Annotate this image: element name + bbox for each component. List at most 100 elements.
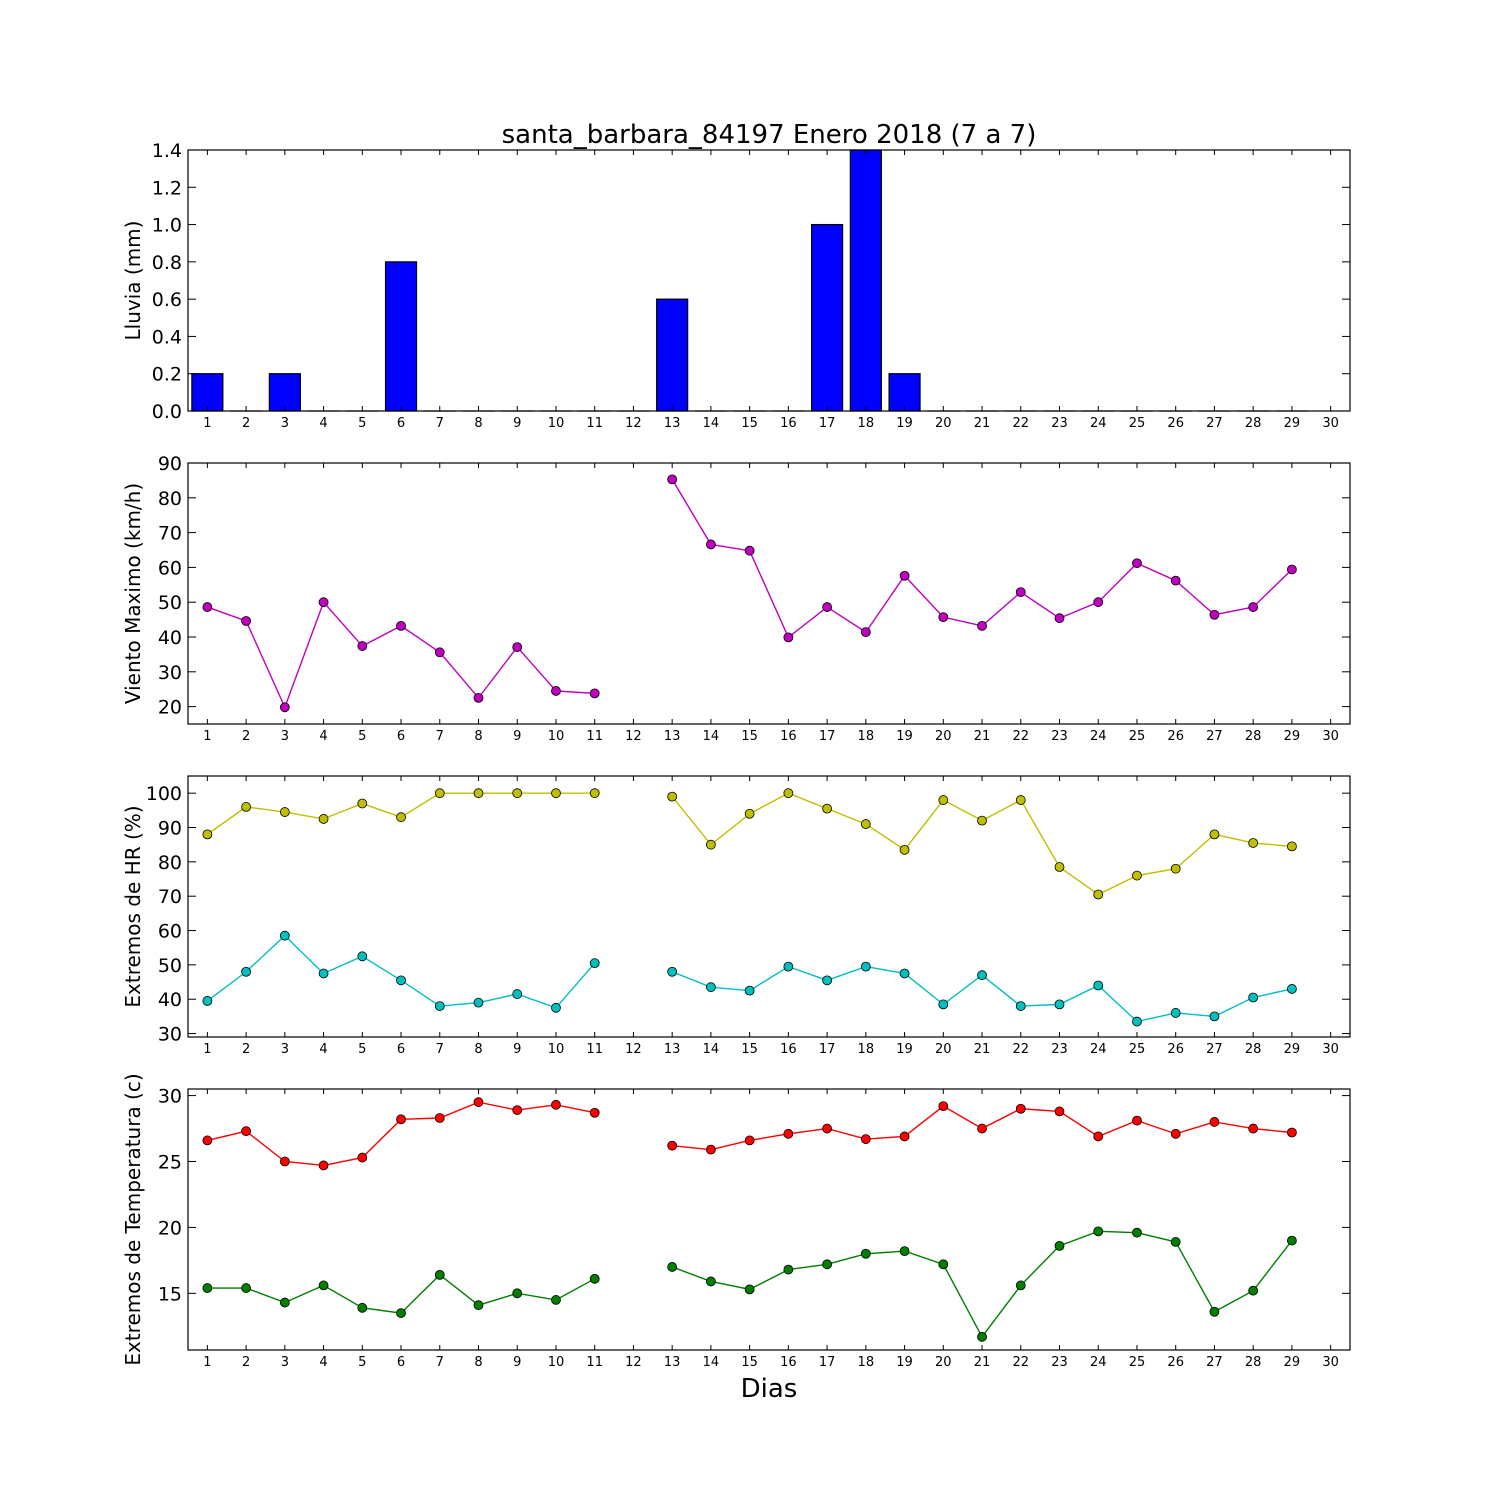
series-viento-1-point-day-11 bbox=[589, 688, 600, 699]
series-temperatura-1-point-day-9 bbox=[512, 1105, 523, 1115]
series-hr-1-point-day-5 bbox=[357, 798, 368, 809]
series-hr-2-point-day-4 bbox=[318, 968, 329, 979]
series-hr-2-point-day-9 bbox=[512, 989, 523, 999]
x-tick-label-hr-8: 8 bbox=[474, 1042, 482, 1057]
series-hr-2-point-day-26 bbox=[1170, 1008, 1181, 1018]
bar-lluvia-day-6 bbox=[384, 261, 418, 412]
series-hr-1-point-day-15 bbox=[744, 808, 755, 819]
x-tick-label-lluvia-28: 28 bbox=[1245, 416, 1262, 431]
y-tick-label-lluvia-0.2: 0.2 bbox=[152, 364, 182, 386]
series-temperatura-1-point-day-11 bbox=[589, 1107, 600, 1118]
series-viento-1-point-day-4 bbox=[318, 597, 329, 608]
series-hr-2-point-day-1 bbox=[202, 996, 213, 1006]
x-tick-label-hr-24: 24 bbox=[1090, 1042, 1107, 1057]
y-tick-label-hr-70: 70 bbox=[158, 886, 182, 908]
series-viento-1-point-day-16 bbox=[783, 632, 794, 643]
x-tick-label-viento-17: 17 bbox=[819, 729, 836, 744]
x-tick-label-lluvia-27: 27 bbox=[1206, 416, 1223, 431]
y-tick-label-temperatura-30: 30 bbox=[158, 1086, 182, 1108]
series-hr-1-point-day-16 bbox=[783, 788, 794, 799]
series-hr-1-point-day-9 bbox=[512, 788, 523, 799]
bar-lluvia-day-19 bbox=[888, 373, 921, 412]
series-temperatura-2-point-day-18 bbox=[860, 1248, 871, 1259]
y-tick-label-viento-50: 50 bbox=[158, 592, 182, 614]
series-temperatura-2-point-day-28 bbox=[1248, 1285, 1259, 1296]
x-tick-label-lluvia-26: 26 bbox=[1167, 416, 1184, 431]
x-tick-label-hr-1: 1 bbox=[203, 1042, 211, 1057]
series-viento-1-point-day-14 bbox=[706, 539, 716, 550]
series-temperatura-1-point-day-21 bbox=[977, 1123, 987, 1134]
x-tick-label-lluvia-14: 14 bbox=[703, 416, 720, 431]
x-tick-label-viento-18: 18 bbox=[858, 729, 875, 744]
x-tick-label-lluvia-17: 17 bbox=[819, 416, 836, 431]
x-tick-label-temperatura-20: 20 bbox=[935, 1355, 952, 1370]
x-tick-label-temperatura-4: 4 bbox=[319, 1355, 327, 1370]
series-hr-2-point-day-28 bbox=[1248, 992, 1259, 1003]
series-viento-1-point-day-25 bbox=[1132, 558, 1142, 569]
x-tick-label-temperatura-21: 21 bbox=[974, 1355, 991, 1370]
series-viento-1-point-day-6 bbox=[396, 620, 406, 631]
series-viento-1-point-day-8 bbox=[473, 693, 484, 703]
series-temperatura-1-point-day-1 bbox=[202, 1135, 213, 1146]
series-temperatura-1-point-day-28 bbox=[1248, 1123, 1259, 1134]
series-temperatura-2-point-day-15 bbox=[744, 1284, 755, 1295]
series-hr-2-point-day-25 bbox=[1132, 1016, 1142, 1027]
x-tick-label-temperatura-19: 19 bbox=[896, 1355, 913, 1370]
series-hr-2-point-day-24 bbox=[1093, 980, 1104, 991]
x-tick-label-lluvia-24: 24 bbox=[1090, 416, 1107, 431]
series-hr-2-point-day-15 bbox=[744, 985, 755, 996]
series-hr-2-point-day-29 bbox=[1287, 984, 1297, 994]
x-tick-label-temperatura-23: 23 bbox=[1051, 1355, 1068, 1370]
series-hr-2-point-day-17 bbox=[822, 975, 832, 986]
x-tick-label-viento-30: 30 bbox=[1322, 729, 1339, 744]
x-tick-label-temperatura-29: 29 bbox=[1284, 1355, 1301, 1370]
series-temperatura-1-point-day-13 bbox=[667, 1140, 678, 1151]
series-hr-1-point-day-26 bbox=[1170, 863, 1181, 874]
x-tick-label-hr-19: 19 bbox=[896, 1042, 913, 1057]
series-hr-1-point-day-14 bbox=[706, 839, 716, 850]
series-viento-1-point-day-26 bbox=[1170, 575, 1181, 586]
y-axis-label-hr: Extremos de HR (%) bbox=[121, 805, 145, 1007]
y-tick-label-lluvia-1: 1.0 bbox=[152, 215, 182, 237]
series-hr-1-point-day-18 bbox=[860, 819, 871, 829]
y-tick-label-hr-50: 50 bbox=[158, 955, 182, 977]
series-hr-2-point-day-8 bbox=[473, 997, 484, 1008]
series-hr-1-point-day-23 bbox=[1054, 862, 1065, 872]
series-temperatura-1-point-day-14 bbox=[706, 1144, 716, 1155]
x-tick-label-temperatura-15: 15 bbox=[741, 1355, 758, 1370]
x-tick-label-viento-6: 6 bbox=[397, 729, 405, 744]
series-temperatura-1-point-day-4 bbox=[318, 1160, 329, 1171]
series-temperatura-1-point-day-29 bbox=[1287, 1127, 1297, 1138]
series-temperatura-1-point-day-17 bbox=[822, 1123, 832, 1134]
y-tick-label-lluvia-0.4: 0.4 bbox=[152, 326, 182, 348]
series-hr-2-point-day-13 bbox=[667, 966, 678, 977]
series-viento-1-point-day-2 bbox=[241, 616, 252, 626]
subplot-hr: 1 2 3 4 5 6 7 8 9 10 11 12 13 14 15 16 17 18 19 20 21 22 23 24 2… bbox=[121, 775, 1351, 1057]
x-tick-label-viento-23: 23 bbox=[1051, 729, 1068, 744]
series-temperatura-1-point-day-23 bbox=[1054, 1106, 1065, 1117]
series-hr-1-point-day-29 bbox=[1287, 841, 1297, 852]
series-hr-2-point-day-7 bbox=[434, 1001, 445, 1011]
series-hr-1-point-day-25 bbox=[1132, 870, 1142, 881]
series-temperatura-2-point-day-11 bbox=[589, 1273, 600, 1284]
x-tick-label-hr-20: 20 bbox=[935, 1042, 952, 1057]
series-hr-1-point-day-10 bbox=[551, 788, 561, 799]
axes-frame-temperatura bbox=[187, 1088, 1351, 1351]
y-tick-label-viento-40: 40 bbox=[158, 627, 182, 649]
x-tick-label-temperatura-7: 7 bbox=[436, 1355, 444, 1370]
series-hr-1-point-day-2 bbox=[241, 802, 252, 812]
series-viento-1-point-day-17 bbox=[822, 602, 832, 612]
x-tick-label-temperatura-1: 1 bbox=[203, 1355, 211, 1370]
y-tick-label-lluvia-0.6: 0.6 bbox=[152, 289, 182, 311]
series-viento-1-point-day-18 bbox=[860, 627, 871, 638]
x-tick-label-lluvia-10: 10 bbox=[548, 416, 565, 431]
x-tick-label-temperatura-12: 12 bbox=[625, 1355, 642, 1370]
series-temperatura-2-point-day-7 bbox=[434, 1269, 445, 1280]
subplot-viento: 1 2 3 4 5 6 7 8 9 10 11 12 13 14 15 16 17 18 19 20 21 22 23 24 2… bbox=[121, 453, 1351, 744]
series-viento-1-point-day-20 bbox=[938, 612, 949, 623]
series-hr-2-point-day-16 bbox=[783, 961, 794, 972]
y-tick-label-lluvia-0: 0.0 bbox=[152, 401, 182, 423]
series-viento-1-point-day-3 bbox=[279, 702, 290, 713]
x-tick-label-lluvia-8: 8 bbox=[474, 416, 482, 431]
y-tick-label-hr-30: 30 bbox=[158, 1024, 182, 1046]
